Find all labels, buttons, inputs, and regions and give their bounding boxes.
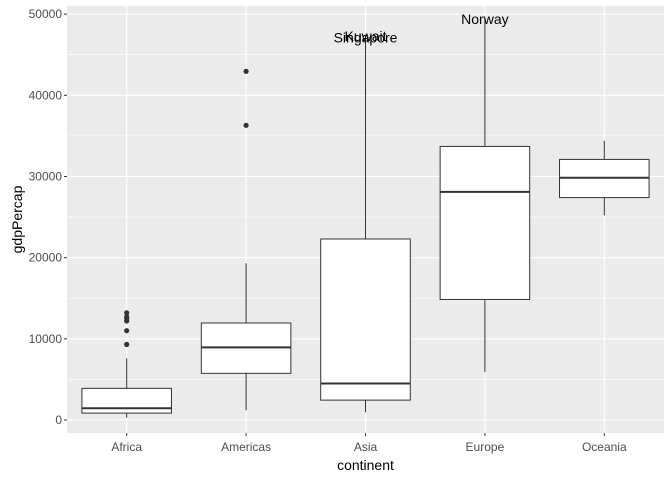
y-tick-label: 10000 [29,332,63,346]
y-tick-label: 0 [55,413,62,427]
box-body [81,387,172,414]
outlier-point [243,122,249,128]
x-tick-label: Americas [221,440,271,454]
outlier-point [124,328,130,334]
x-tick-label: Oceania [582,440,627,454]
point-label-singapore: Singapore [334,30,398,46]
outlier-point [124,341,130,348]
point-label-kuwait: Kuwait [344,28,386,44]
x-axis: Africa Americas Asia Europe Oceania [111,433,627,454]
y-tick-label: 40000 [29,88,63,102]
x-tick-label: Africa [111,440,142,454]
outlier-point [124,310,130,316]
x-tick-label: Asia [354,440,378,454]
outlier-point [124,314,130,320]
box-group [81,18,650,418]
box-asia [320,36,411,413]
box-americas [200,68,292,411]
box-africa [81,310,172,418]
y-tick-label: 30000 [29,169,63,183]
y-tick-label: 50000 [29,7,63,21]
y-axis: 0 10000 20000 30000 40000 50000 [29,7,67,427]
y-tick-label: 20000 [29,251,63,265]
outlier-point [243,68,249,74]
box-europe [439,18,531,373]
y-axis-title: gdpPercap [9,185,25,253]
box-oceania [559,140,650,216]
x-tick-label: Europe [466,440,505,454]
box-body [320,238,411,401]
point-label-norway: Norway [461,11,508,27]
box-body [439,145,531,300]
x-axis-title: continent [337,457,394,473]
